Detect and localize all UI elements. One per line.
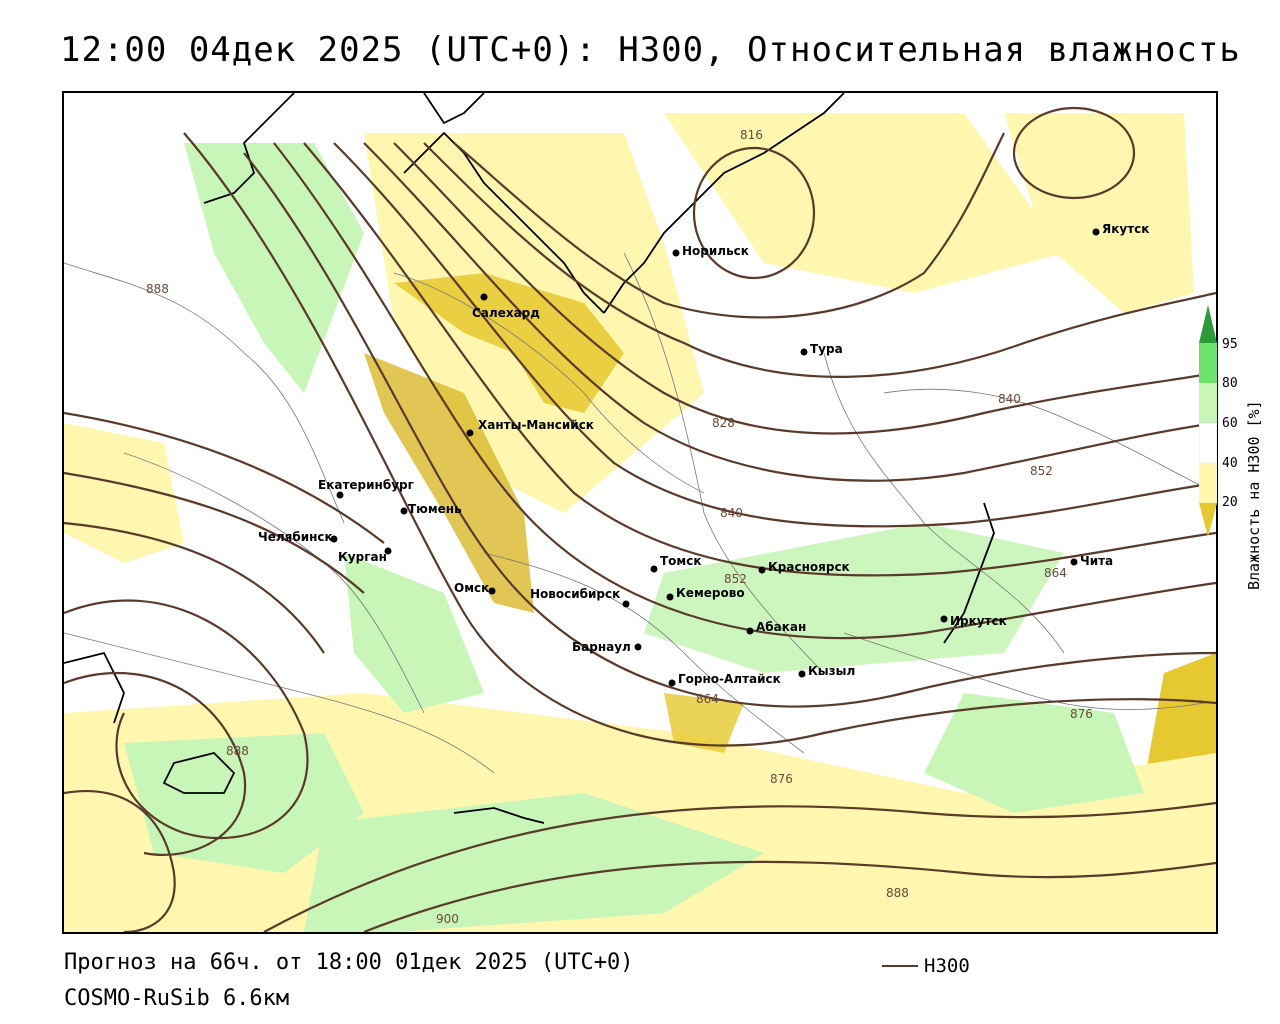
city-marker (634, 643, 642, 651)
isoline-label: 828 (712, 416, 735, 430)
city-label-khanty-mansiysk: Ханты-Мансийск (478, 418, 594, 432)
city-marker (622, 600, 630, 608)
humidity-colorbar (1199, 305, 1217, 537)
cities: Салехард Норильск Тура Якутск Ханты-Манс… (258, 222, 1149, 687)
city-marker (1092, 228, 1100, 236)
isoline-label: 876 (770, 772, 793, 786)
city-label-tomsk: Томск (660, 554, 702, 568)
city-label-gorno-altaysk: Горно-Алтайск (678, 672, 781, 686)
city-marker (466, 429, 474, 437)
city-label-abakan: Абакан (756, 620, 806, 634)
city-label-kyzyl: Кызыл (808, 664, 855, 678)
colorbar-tick: 95 (1222, 337, 1238, 352)
city-marker (672, 249, 680, 257)
coastlines (64, 93, 995, 824)
isoline-label: 876 (1070, 707, 1093, 721)
colorbar-tick: 20 (1222, 495, 1238, 510)
isoline-label: 900 (436, 912, 459, 926)
city-marker (400, 507, 408, 515)
city-marker (940, 615, 948, 623)
isoline-label: 888 (886, 886, 909, 900)
city-marker (384, 547, 392, 555)
map-panel: 816 828 840 840 852 852 864 864 876 876 … (62, 91, 1218, 934)
isoline-label: 840 (998, 392, 1021, 406)
map-canvas: 816 828 840 840 852 852 864 864 876 876 … (64, 93, 1216, 932)
city-marker (758, 566, 766, 574)
city-label-salekhard: Салехард (472, 306, 540, 320)
isoline-label: 852 (1030, 464, 1053, 478)
city-label-yekaterinburg: Екатеринбург (318, 478, 414, 492)
city-marker (746, 627, 754, 635)
colorbar-title: Влажность на H300 [%] (1245, 400, 1263, 590)
isoline-legend-label: H300 (924, 955, 970, 977)
isoline-label: 852 (724, 572, 747, 586)
city-marker (800, 348, 808, 356)
isoline-labels: 816 828 840 840 852 852 864 864 876 876 … (146, 128, 1093, 926)
city-label-tura: Тура (810, 342, 843, 356)
city-label-norilsk: Норильск (682, 244, 749, 258)
map-title: 12:00 04дек 2025 (UTC+0): H300, Относите… (60, 30, 1241, 70)
isoline-label: 816 (740, 128, 763, 142)
city-label-chita: Чита (1080, 554, 1113, 568)
city-label-novosibirsk: Новосибирск (530, 587, 620, 601)
city-marker (330, 535, 338, 543)
colorbar-tick: 40 (1222, 456, 1238, 471)
city-label-omsk: Омск (454, 581, 489, 595)
city-label-chelyabinsk: Челябинск (258, 530, 333, 544)
city-label-tyumen: Тюмень (408, 502, 462, 516)
city-marker (798, 670, 806, 678)
city-marker (650, 565, 658, 573)
city-label-barnaul: Барнаул (572, 640, 631, 654)
colorbar-tick: 80 (1222, 376, 1238, 391)
city-label-kurgan: Курган (338, 550, 387, 564)
city-label-yakutsk: Якутск (1102, 222, 1149, 236)
isoline-label: 840 (720, 506, 743, 520)
city-marker (336, 491, 344, 499)
isoline-label: 864 (1044, 566, 1067, 580)
humidity-fill (64, 113, 1216, 932)
city-label-irkutsk: Иркутск (950, 614, 1007, 628)
h300-isolines (64, 106, 1216, 932)
isoline-label: 864 (696, 692, 719, 706)
isoline-label: 888 (146, 282, 169, 296)
city-label-krasnoyarsk: Красноярск (768, 560, 850, 574)
colorbar-tick: 60 (1222, 416, 1238, 431)
city-marker (666, 593, 674, 601)
city-marker (668, 679, 676, 687)
city-marker (1070, 558, 1078, 566)
city-marker (480, 293, 488, 301)
model-name: COSMO-RuSib 6.6км (64, 986, 290, 1011)
isoline-legend-swatch (882, 965, 918, 967)
city-marker (488, 587, 496, 595)
city-label-kemerovo: Кемерово (676, 586, 745, 600)
isoline-label: 888 (226, 744, 249, 758)
isoline-legend: H300 (882, 955, 970, 977)
admin-borders (64, 252, 1216, 774)
forecast-info: Прогноз на 66ч. от 18:00 01дек 2025 (UTC… (64, 950, 634, 975)
